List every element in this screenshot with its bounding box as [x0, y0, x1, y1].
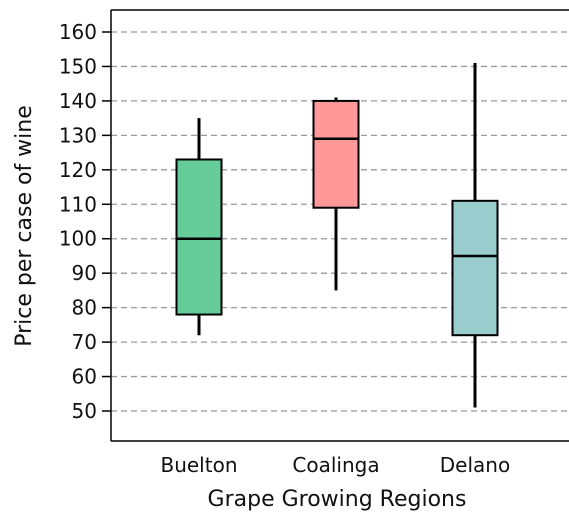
- y-tick-label: 130: [59, 123, 97, 147]
- x-tick-label-coalinga: Coalinga: [292, 453, 379, 477]
- iqr-box-coalinga: [312, 99, 360, 209]
- y-tick-label: 60: [72, 365, 97, 389]
- y-tick-label: 90: [72, 261, 97, 285]
- y-tick-label: 160: [59, 20, 97, 44]
- x-axis-title: Grape Growing Regions: [208, 487, 467, 512]
- iqr-box-delano: [451, 199, 499, 337]
- y-tick-label: 150: [59, 54, 97, 78]
- x-tick-label-delano: Delano: [440, 453, 510, 477]
- y-axis-title: Price per case of wine: [12, 105, 37, 347]
- y-tick-label: 110: [59, 192, 97, 216]
- y-tick-label: 50: [72, 399, 97, 423]
- y-tick-label: 70: [72, 330, 97, 354]
- boxes: [175, 63, 499, 408]
- box-delano: [451, 63, 499, 408]
- box-coalinga: [312, 97, 360, 291]
- y-tick-label: 140: [59, 89, 97, 113]
- y-tick-label: 120: [59, 158, 97, 182]
- x-tick-label-buelton: Buelton: [160, 453, 237, 477]
- y-tick-label: 80: [72, 296, 97, 320]
- axes: [102, 9, 569, 442]
- box-buelton: [175, 118, 223, 336]
- tick-labels: 50 60 70 80 90 100 110 120 130 140 150 160 Buelton Co…: [59, 20, 510, 477]
- y-tick-label: 100: [59, 227, 97, 251]
- iqr-box-buelton: [175, 158, 223, 316]
